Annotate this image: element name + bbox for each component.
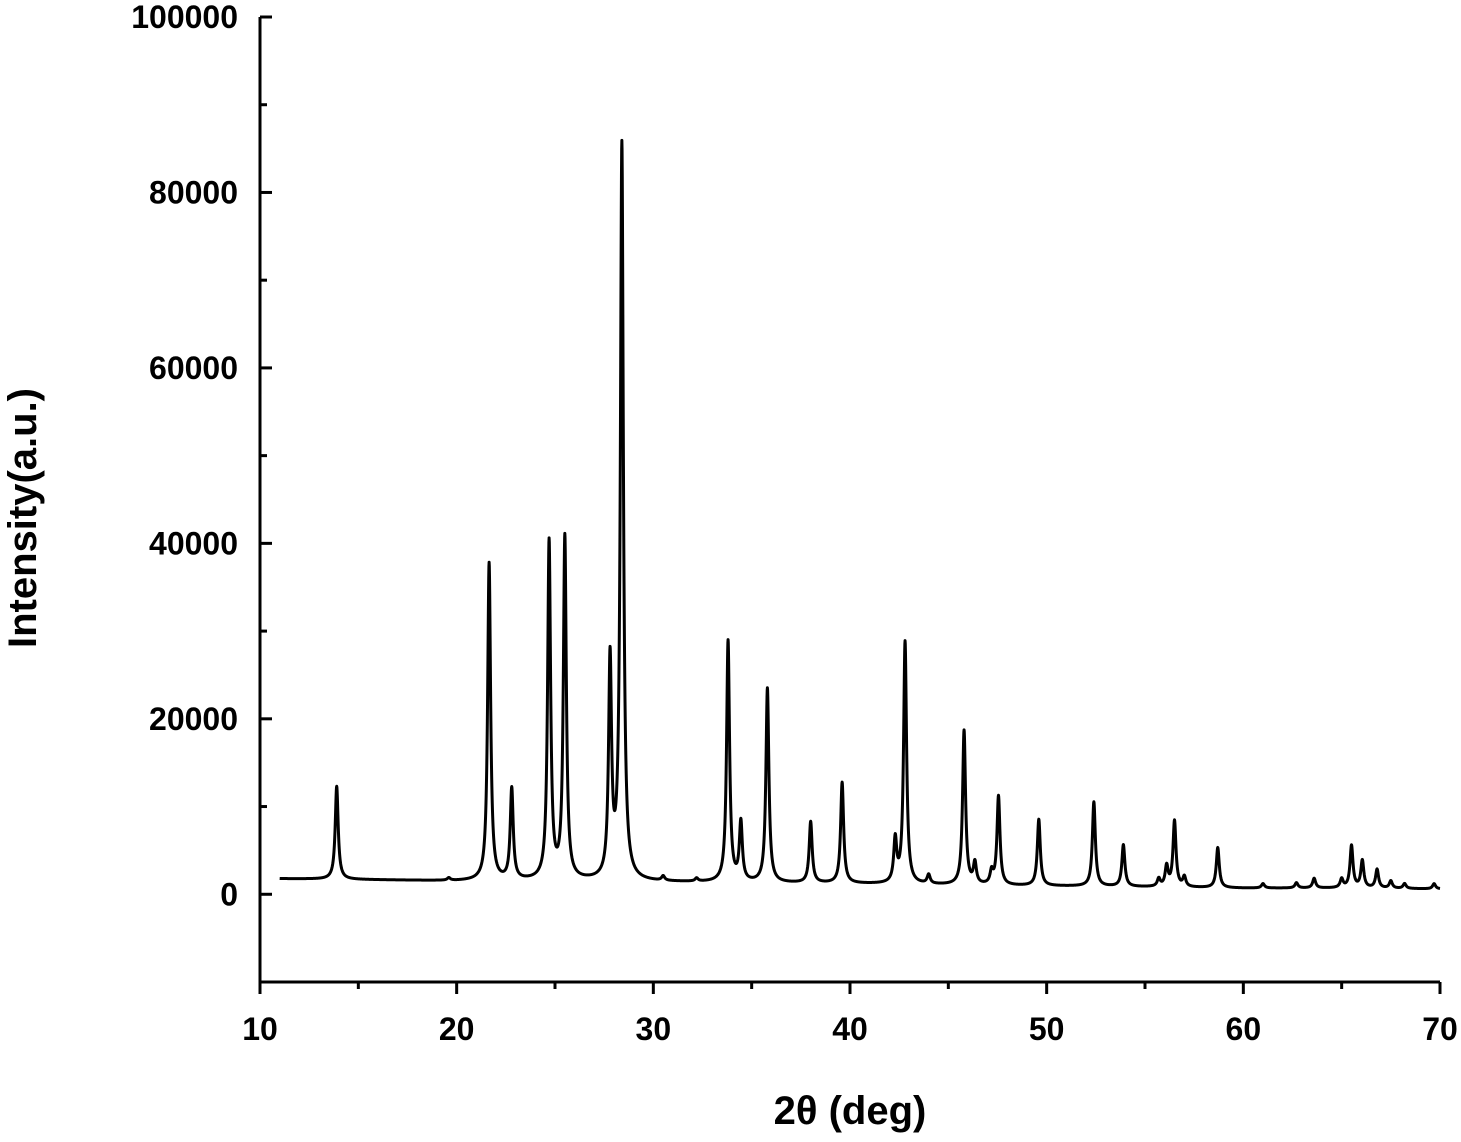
x-tick-label: 40 xyxy=(832,1011,868,1047)
diffraction-pattern-line xyxy=(278,138,1442,890)
x-axis-title: 2θ (deg) xyxy=(774,1089,927,1133)
y-tick-label: 0 xyxy=(220,876,238,912)
y-tick-label: 40000 xyxy=(149,525,238,561)
y-axis-title: Intensity(a.u.) xyxy=(1,388,45,648)
y-tick-label: 80000 xyxy=(149,174,238,210)
y-tick-label: 20000 xyxy=(149,701,238,737)
x-tick-label: 30 xyxy=(636,1011,672,1047)
x-tick-label: 70 xyxy=(1422,1011,1458,1047)
axes xyxy=(258,17,1440,984)
x-tick-label: 20 xyxy=(439,1011,475,1047)
y-tick-label: 60000 xyxy=(149,350,238,386)
y-tick-label: 100000 xyxy=(131,0,238,35)
x-tick-label: 10 xyxy=(242,1011,278,1047)
x-tick-label: 50 xyxy=(1029,1011,1065,1047)
x-tick-label: 60 xyxy=(1226,1011,1262,1047)
tick-marks xyxy=(258,15,1442,994)
peak-marks xyxy=(335,144,1435,885)
tick-labels: 10 20 30 40 50 60 70 0 20000 40000 60000 80000 10000… xyxy=(131,0,1458,1047)
